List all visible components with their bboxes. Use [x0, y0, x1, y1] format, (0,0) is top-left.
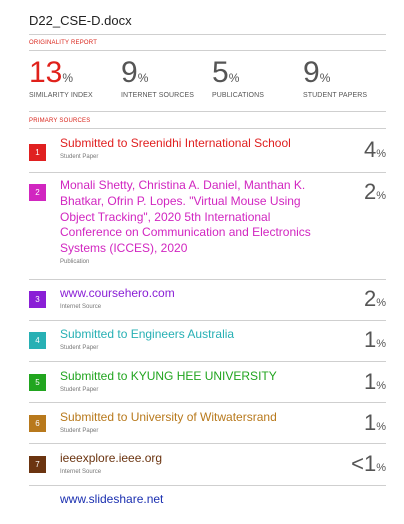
match-value: 1 — [363, 410, 377, 435]
stat-label: SIMILARITY INDEX — [29, 92, 93, 99]
source-title[interactable]: Submitted to Engineers Australia Student… — [60, 327, 335, 352]
match-unit: % — [376, 421, 386, 433]
row-separator — [29, 402, 386, 403]
row-separator — [29, 361, 386, 362]
stat-unit: % — [62, 71, 74, 85]
source-match-percent: 1% — [364, 412, 386, 438]
divider — [29, 111, 386, 112]
source-match-percent: 1% — [364, 329, 386, 355]
source-title-text[interactable]: ieeexplore.ieee.org — [60, 451, 163, 465]
stat-label: PUBLICATIONS — [212, 92, 265, 99]
row-separator — [29, 485, 386, 486]
stat-unit: % — [137, 71, 149, 85]
divider — [29, 50, 386, 51]
source-title-text[interactable]: www.slideshare.net — [60, 492, 164, 506]
stat-student-papers: 9% STUDENT PAPERS — [303, 56, 368, 100]
originality-report-label: ORIGINALITY REPORT — [29, 40, 98, 46]
source-type: Student Paper — [60, 386, 99, 393]
row-separator — [29, 279, 386, 280]
stat-unit: % — [228, 71, 240, 85]
source-match-percent: 4% — [364, 139, 386, 165]
source-rank-badge: 1 — [29, 144, 46, 161]
match-unit: % — [376, 148, 386, 160]
source-title[interactable]: Submitted to University of Witwatersrand… — [60, 410, 335, 435]
match-value: 1 — [363, 327, 377, 352]
source-rank-badge: 4 — [29, 332, 46, 349]
row-separator — [29, 443, 386, 444]
row-separator — [29, 320, 386, 321]
source-title[interactable]: www.slideshare.net — [60, 492, 335, 508]
source-match-percent: 2% — [364, 288, 386, 314]
match-unit: % — [376, 297, 386, 309]
source-type: Student Paper — [60, 344, 99, 351]
match-value: 1 — [363, 369, 377, 394]
divider — [29, 34, 386, 35]
source-title-text[interactable]: Submitted to Sreenidhi International Sch… — [60, 136, 291, 150]
source-rank-badge: 2 — [29, 184, 46, 201]
stat-value: 13 — [29, 56, 63, 89]
stat-internet-sources: 9% INTERNET SOURCES — [121, 56, 195, 100]
stat-similarity-index: 13% SIMILARITY INDEX — [29, 56, 93, 100]
match-unit: % — [376, 338, 386, 350]
source-title[interactable]: ieeexplore.ieee.org Internet Source — [60, 451, 335, 476]
source-title-text[interactable]: Monali Shetty, Christina A. Daniel, Mant… — [60, 178, 311, 256]
source-rank-badge: 3 — [29, 291, 46, 308]
row-separator — [29, 172, 386, 173]
stat-label: STUDENT PAPERS — [303, 92, 368, 99]
source-title[interactable]: Submitted to Sreenidhi International Sch… — [60, 136, 335, 161]
match-value: 4 — [363, 137, 377, 162]
source-title-text[interactable]: Submitted to University of Witwatersrand — [60, 410, 277, 424]
source-type: Student Paper — [60, 153, 99, 160]
stat-value: 5 — [212, 56, 229, 89]
match-value: 2 — [363, 286, 377, 311]
match-value: 2 — [363, 179, 377, 204]
source-title-text[interactable]: www.coursehero.com — [60, 286, 175, 300]
match-unit: % — [376, 380, 386, 392]
source-type: Internet Source — [60, 468, 102, 475]
source-title-text[interactable]: Submitted to KYUNG HEE UNIVERSITY — [60, 369, 277, 383]
source-type: Internet Source — [60, 303, 102, 310]
primary-sources-label: PRIMARY SOURCES — [29, 118, 91, 124]
source-match-percent: <1% — [351, 453, 386, 479]
stat-value: 9 — [303, 56, 320, 89]
source-title[interactable]: Submitted to KYUNG HEE UNIVERSITY Studen… — [60, 369, 335, 394]
stat-unit: % — [319, 71, 331, 85]
source-rank-badge: 5 — [29, 374, 46, 391]
match-unit: % — [376, 190, 386, 202]
source-title[interactable]: www.coursehero.com Internet Source — [60, 286, 335, 311]
stat-publications: 5% PUBLICATIONS — [212, 56, 265, 100]
divider — [29, 128, 386, 129]
match-value: <1 — [351, 451, 377, 476]
source-match-percent: 2% — [364, 181, 386, 207]
source-match-percent: 1% — [364, 371, 386, 397]
stat-label: INTERNET SOURCES — [121, 92, 195, 99]
stat-value: 9 — [121, 56, 138, 89]
source-type: Student Paper — [60, 427, 99, 434]
source-type: Publication — [60, 258, 90, 265]
source-rank-badge: 7 — [29, 456, 46, 473]
document-filename: D22_CSE-D.docx — [29, 13, 132, 28]
match-unit: % — [376, 462, 386, 474]
source-rank-badge: 6 — [29, 415, 46, 432]
source-title[interactable]: Monali Shetty, Christina A. Daniel, Mant… — [60, 178, 335, 266]
source-title-text[interactable]: Submitted to Engineers Australia — [60, 327, 235, 341]
